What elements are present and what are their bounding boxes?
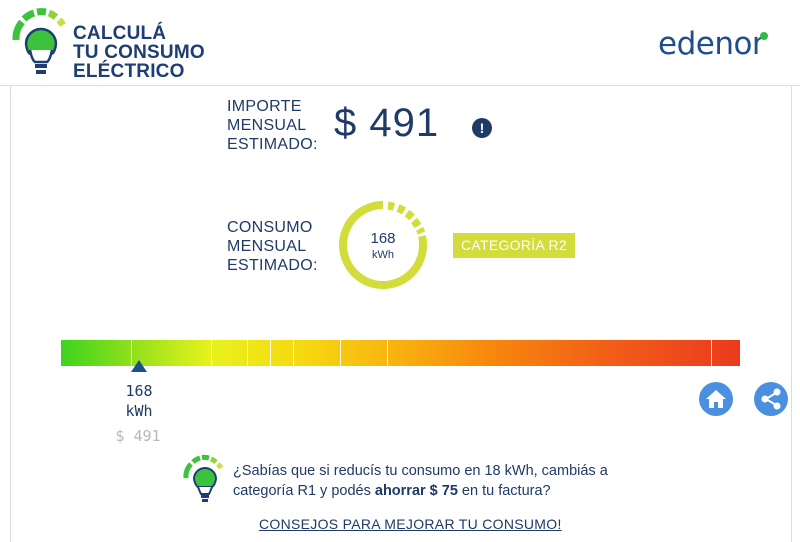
consumo-gauge xyxy=(339,201,428,289)
app-title-line1: CALCULÁ xyxy=(73,23,167,44)
app-title-line2: TU CONSUMO xyxy=(73,42,205,63)
scale-divider xyxy=(270,340,271,366)
tip-message: ¿Sabías que si reducís tu consumo en 18 … xyxy=(233,461,633,501)
importe-amount: $ 491 xyxy=(334,101,440,145)
share-button[interactable] xyxy=(754,382,788,416)
consumption-scale-bar xyxy=(61,340,740,366)
brand-dot xyxy=(760,32,768,40)
scale-divider xyxy=(711,340,712,366)
scale-divider xyxy=(131,340,132,366)
consumo-label-line1: CONSUMO xyxy=(227,219,313,236)
marker-value: 168 xyxy=(125,382,153,400)
home-icon xyxy=(706,390,726,408)
tip-text-highlight: ahorrar $ 75 xyxy=(374,483,458,499)
importe-label-line1: IMPORTE xyxy=(227,98,302,115)
importe-label-line3: ESTIMADO: xyxy=(227,136,318,153)
consumo-label-line2: MENSUAL xyxy=(227,238,307,255)
share-icon xyxy=(761,388,781,410)
scale-divider xyxy=(211,340,212,366)
lightbulb-tip-icon xyxy=(183,454,224,502)
lightbulb-logo-icon xyxy=(12,8,66,74)
consumo-unit: kWh xyxy=(372,249,394,261)
consumo-label: CONSUMO MENSUAL ESTIMADO: xyxy=(227,218,318,275)
marker-amount: $ 491 xyxy=(115,427,161,445)
advice-link[interactable]: CONSEJOS PARA MEJORAR TU CONSUMO! xyxy=(259,516,562,532)
tip-text-part2: en tu factura? xyxy=(457,483,551,499)
info-icon[interactable]: ! xyxy=(472,118,492,138)
home-button[interactable] xyxy=(699,382,733,416)
app-title-line3: ELÉCTRICO xyxy=(73,61,185,82)
scale-divider xyxy=(340,340,341,366)
scale-marker xyxy=(131,360,147,372)
scale-divider xyxy=(293,340,294,366)
marker-unit: kWh xyxy=(125,402,153,420)
tip-text-part1: ¿Sabías que si reducís tu consumo en 18 … xyxy=(233,463,608,499)
app-title: CALCULÁ TU CONSUMO ELÉCTRICO xyxy=(73,24,213,81)
scale-divider xyxy=(247,340,248,366)
brand-logo[interactable]: edenor xyxy=(658,26,765,62)
consumo-label-line3: ESTIMADO: xyxy=(227,257,318,274)
importe-label-line2: MENSUAL xyxy=(227,117,307,134)
app-header: CALCULÁ TU CONSUMO ELÉCTRICO edenor xyxy=(0,0,800,86)
importe-label: IMPORTE MENSUAL ESTIMADO: xyxy=(227,97,318,154)
scale-divider xyxy=(387,340,388,366)
consumo-value: 168 xyxy=(370,230,396,247)
content-frame xyxy=(10,86,792,542)
category-badge: CATEGORÍA R2 xyxy=(453,233,575,258)
